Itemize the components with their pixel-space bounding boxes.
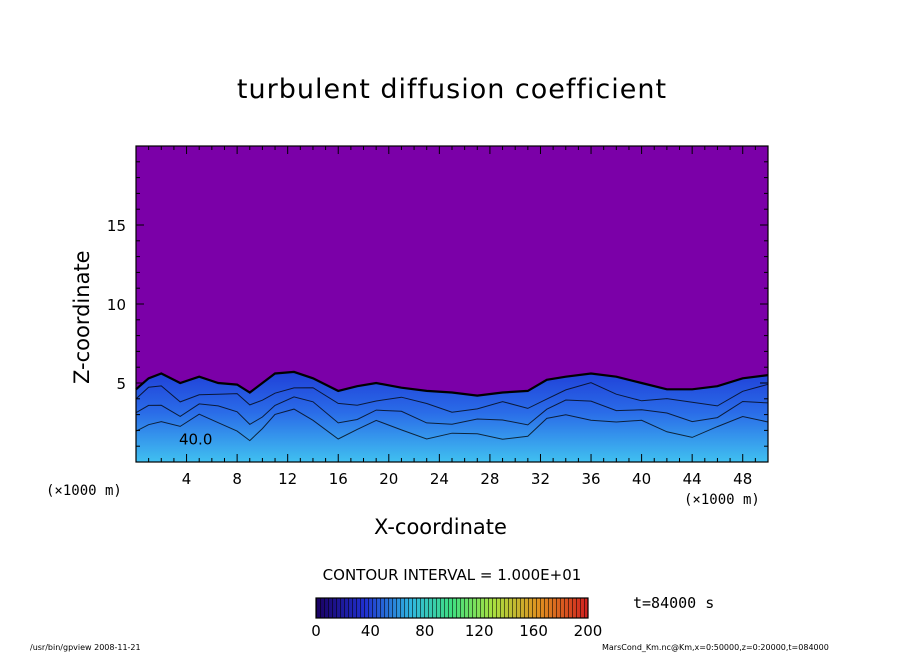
boundary-layer-field — [136, 371, 768, 462]
y-tick-label: 10 — [107, 296, 126, 314]
x-tick-label: 40 — [632, 470, 651, 488]
colorbar-tick-label: 40 — [361, 622, 380, 640]
plot-area: 40.0 — [135, 146, 769, 462]
x-tick-label: 12 — [278, 470, 297, 488]
x-tick-label: 28 — [480, 470, 499, 488]
contour-interval-label: CONTOUR INTERVAL = 1.000E+01 — [322, 566, 582, 584]
y-axis-title: Z-coordinate — [70, 250, 94, 384]
contour-line — [135, 382, 769, 413]
colorbar-tick-label: 120 — [465, 622, 494, 640]
x-axis-title: X-coordinate — [374, 515, 507, 539]
y-tick-label: 5 — [116, 375, 126, 393]
time-label: t=84000 s — [633, 594, 715, 612]
x-tick-label: 4 — [182, 470, 192, 488]
colorbar-frame — [315, 597, 589, 619]
x-tick-label: 32 — [531, 470, 550, 488]
x-tick-label: 24 — [430, 470, 449, 488]
x-unit-label: (×1000 m) — [684, 492, 760, 508]
colorbar-tick-label: 0 — [311, 622, 321, 640]
contour-line-top — [135, 370, 769, 397]
contour-line — [135, 396, 769, 426]
x-tick-label: 36 — [581, 470, 600, 488]
contour-line — [135, 408, 769, 442]
colorbar-tick-label: 200 — [574, 622, 603, 640]
y-tick-label: 15 — [107, 217, 126, 235]
footer-command: /usr/bin/gpview 2008-11-21 — [30, 643, 141, 652]
x-tick-label: 44 — [683, 470, 702, 488]
y-unit-label: (×1000 m) — [46, 483, 122, 499]
x-tick-label: 16 — [329, 470, 348, 488]
colorbar-tick-label: 160 — [519, 622, 548, 640]
chart-title: turbulent diffusion coefficient — [236, 74, 668, 105]
x-tick-label: 8 — [232, 470, 242, 488]
x-tick-label: 20 — [379, 470, 398, 488]
colorbar-stripes — [316, 598, 588, 618]
x-tick-label: 48 — [733, 470, 752, 488]
colorbar-tick-label: 80 — [415, 622, 434, 640]
contour-label: 40.0 — [179, 431, 212, 449]
footer-source: MarsCond_Km.nc@Km,x=0:50000,z=0:20000,t=… — [602, 643, 829, 652]
colorbar: 0 40 80 120 160 200 — [311, 597, 603, 640]
